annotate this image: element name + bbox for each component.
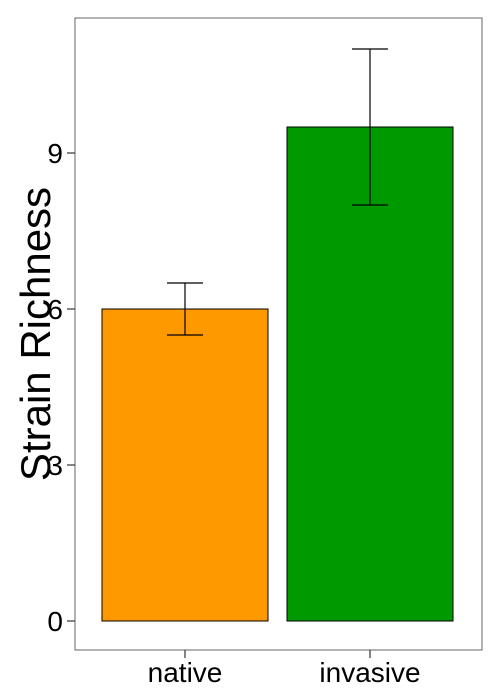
- bar-invasive: [286, 126, 454, 622]
- x-axis-ticks: native invasive: [148, 650, 421, 688]
- bar-native: [101, 308, 269, 622]
- error-bars: [167, 48, 388, 336]
- x-tick-label: invasive: [319, 657, 420, 688]
- y-tick-label: 3: [47, 450, 63, 481]
- y-tick-label: 9: [47, 138, 63, 169]
- x-tick-label: native: [148, 657, 223, 688]
- y-tick-label: 6: [47, 294, 63, 325]
- y-axis-ticks: 0 3 6 9: [47, 138, 75, 637]
- bars: [101, 126, 454, 622]
- y-axis-title: Strain Richness: [12, 187, 59, 481]
- y-tick-label: 0: [47, 606, 63, 637]
